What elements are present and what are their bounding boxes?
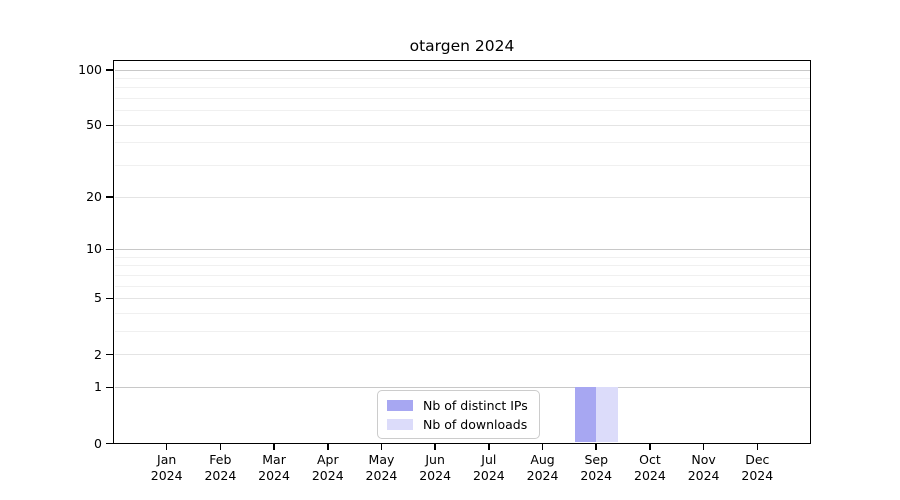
gridline-major — [114, 196, 810, 198]
gridline-decade — [114, 386, 810, 388]
x-tick-label: Jul 2024 — [472, 451, 505, 484]
x-tick-label: Jun 2024 — [419, 451, 452, 484]
y-tick-label: 50 — [86, 117, 102, 133]
downloads-swatch — [387, 418, 413, 430]
x-tick-mark — [219, 443, 222, 450]
x-tick-label: Dec 2024 — [741, 451, 774, 484]
legend: Nb of distinct IPs Nb of downloads — [377, 390, 540, 439]
plot-area-border — [113, 59, 811, 444]
y-tick-label: 10 — [86, 241, 102, 257]
x-tick-mark — [327, 443, 329, 450]
y-tick-label: 2 — [94, 346, 102, 362]
distinct-ips-swatch — [387, 399, 413, 411]
gridline-minor — [114, 142, 810, 144]
legend-item-distinct-ips: Nb of distinct IPs — [387, 397, 528, 413]
gridline-minor — [114, 98, 810, 100]
gridline-minor — [114, 256, 810, 258]
gridline-decade — [114, 248, 810, 250]
y-tick-label: 5 — [94, 290, 102, 306]
y-tick-mark — [106, 69, 113, 71]
x-tick-mark — [595, 443, 597, 450]
gridline-minor — [114, 265, 810, 267]
x-tick-mark — [541, 443, 544, 450]
x-tick-label: Nov 2024 — [687, 451, 720, 484]
legend-label-distinct-ips: Nb of distinct IPs — [423, 397, 528, 413]
y-tick-mark — [106, 442, 113, 445]
gridline-major — [114, 297, 810, 299]
x-tick-mark — [488, 443, 490, 450]
gridline-decade — [114, 69, 810, 71]
gridline-minor — [114, 87, 810, 89]
gridline-minor — [114, 285, 810, 287]
bar-nb-of-distinct-ips — [574, 387, 597, 442]
x-tick-label: Sep 2024 — [580, 451, 613, 484]
x-tick-label: Jan 2024 — [150, 451, 183, 484]
x-tick-label: Aug 2024 — [526, 451, 559, 484]
x-tick-mark — [380, 443, 383, 450]
y-tick-mark — [106, 196, 113, 198]
gridline-minor — [114, 110, 810, 112]
x-tick-mark — [434, 443, 436, 450]
y-tick-mark — [106, 124, 113, 127]
x-tick-mark — [649, 443, 651, 450]
y-tick-mark — [106, 353, 113, 356]
x-tick-mark — [165, 443, 168, 450]
gridline-minor — [114, 274, 810, 276]
x-tick-label: Feb 2024 — [204, 451, 237, 484]
gridline-minor — [114, 330, 810, 332]
y-tick-label: 1 — [94, 379, 102, 395]
legend-item-downloads: Nb of downloads — [387, 416, 528, 432]
x-tick-label: Apr 2024 — [311, 451, 344, 484]
x-tick-label: Oct 2024 — [634, 451, 666, 484]
x-tick-mark — [756, 443, 759, 450]
y-tick-mark — [106, 386, 113, 389]
y-tick-label: 20 — [86, 189, 102, 205]
y-tick-label: 0 — [94, 435, 102, 451]
y-tick-label: 100 — [78, 62, 102, 77]
gridline-major — [114, 124, 810, 126]
x-tick-mark — [702, 443, 705, 450]
y-tick-mark — [106, 297, 113, 300]
bar-nb-of-downloads — [596, 387, 618, 442]
x-tick-mark — [273, 443, 275, 450]
x-tick-label: Mar 2024 — [258, 451, 290, 484]
gridline-minor — [114, 312, 810, 314]
gridline-major — [114, 354, 810, 356]
x-tick-label: May 2024 — [365, 451, 398, 484]
chart-title: otargen 2024 — [409, 37, 515, 55]
y-tick-mark — [106, 248, 113, 251]
gridline-minor — [114, 77, 810, 79]
legend-label-downloads: Nb of downloads — [423, 416, 528, 432]
gridline-minor — [114, 165, 810, 167]
